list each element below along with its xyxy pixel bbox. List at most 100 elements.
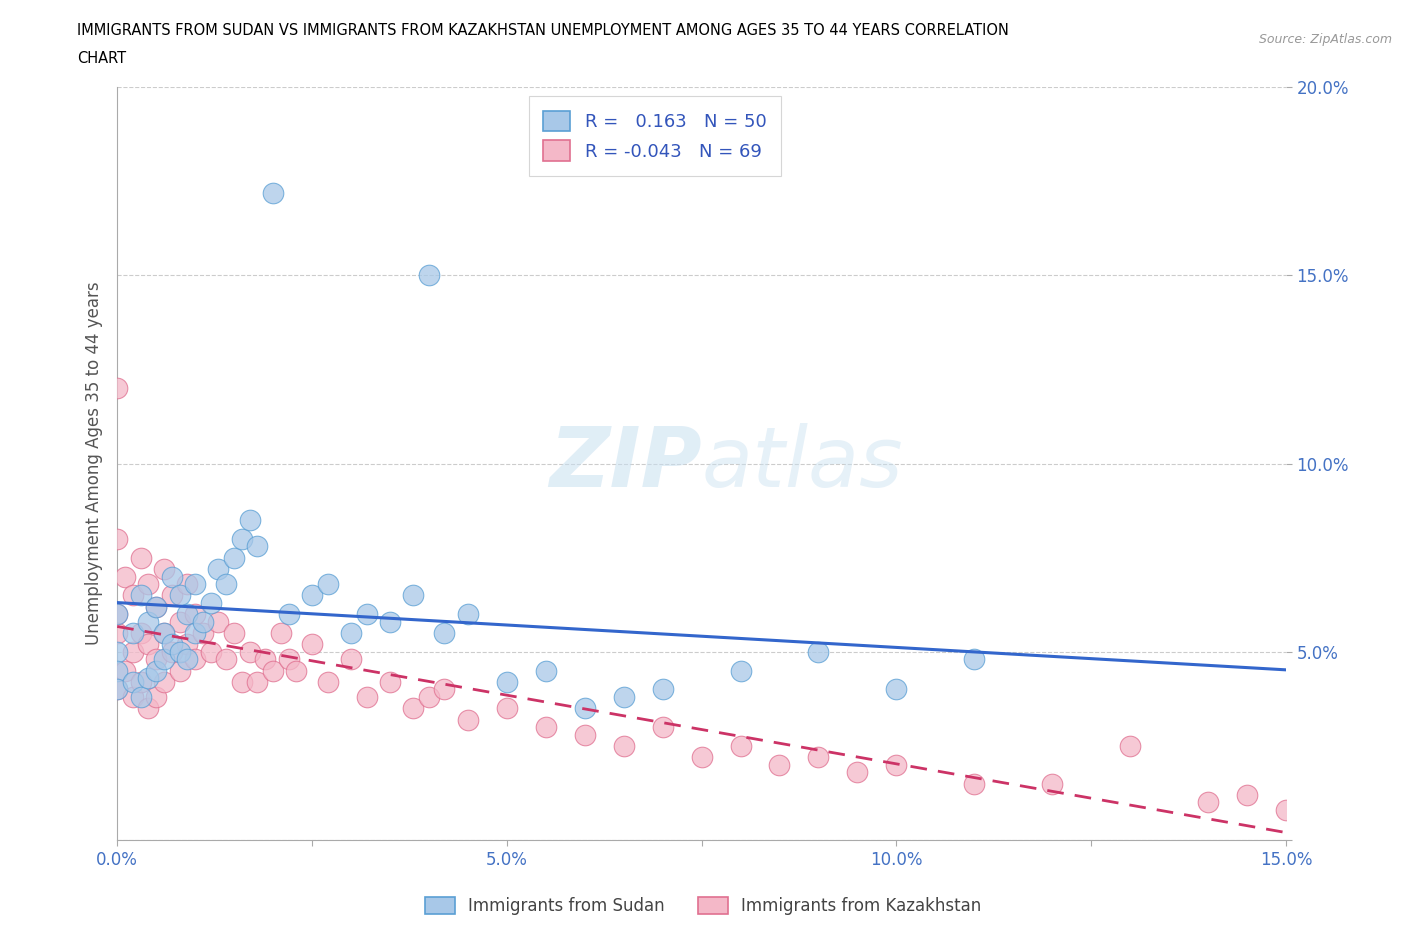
Point — [534, 720, 557, 735]
Point — [105, 606, 128, 621]
Point — [1275, 803, 1298, 817]
Point — [768, 757, 790, 772]
Point — [191, 615, 214, 630]
Point — [200, 595, 222, 610]
Point — [340, 626, 363, 641]
Point — [207, 562, 229, 577]
Point — [129, 588, 152, 603]
Point — [184, 652, 207, 667]
Point — [807, 644, 830, 659]
Point — [105, 531, 128, 546]
Point — [231, 674, 253, 689]
Point — [105, 682, 128, 697]
Point — [222, 626, 245, 641]
Point — [138, 577, 160, 591]
Point — [495, 674, 517, 689]
Point — [191, 626, 214, 641]
Point — [215, 652, 238, 667]
Point — [254, 652, 277, 667]
Point — [613, 738, 636, 753]
Text: Source: ZipAtlas.com: Source: ZipAtlas.com — [1258, 33, 1392, 46]
Point — [402, 588, 425, 603]
Point — [356, 606, 378, 621]
Text: atlas: atlas — [702, 423, 903, 504]
Point — [690, 750, 713, 764]
Point — [138, 671, 160, 685]
Point — [285, 663, 308, 678]
Point — [301, 588, 323, 603]
Point — [129, 674, 152, 689]
Point — [222, 551, 245, 565]
Point — [651, 682, 673, 697]
Point — [160, 569, 183, 584]
Point — [418, 689, 440, 704]
Point — [356, 689, 378, 704]
Point — [145, 689, 167, 704]
Point — [153, 652, 176, 667]
Point — [316, 577, 339, 591]
Point — [129, 689, 152, 704]
Point — [574, 727, 596, 742]
Point — [495, 701, 517, 716]
Point — [169, 663, 191, 678]
Point — [730, 663, 752, 678]
Point — [1197, 795, 1219, 810]
Point — [807, 750, 830, 764]
Point — [239, 644, 262, 659]
Point — [105, 381, 128, 396]
Point — [886, 757, 908, 772]
Point — [145, 599, 167, 614]
Point — [215, 577, 238, 591]
Point — [121, 626, 143, 641]
Point — [184, 606, 207, 621]
Point — [160, 588, 183, 603]
Point — [114, 663, 136, 678]
Point — [121, 588, 143, 603]
Point — [534, 663, 557, 678]
Point — [176, 577, 198, 591]
Point — [651, 720, 673, 735]
Text: ZIP: ZIP — [548, 423, 702, 504]
Point — [340, 652, 363, 667]
Point — [138, 615, 160, 630]
Point — [138, 637, 160, 652]
Point — [176, 637, 198, 652]
Point — [457, 712, 479, 727]
Point — [207, 615, 229, 630]
Point — [886, 682, 908, 697]
Point — [231, 531, 253, 546]
Point — [105, 626, 128, 641]
Point — [176, 606, 198, 621]
Point — [262, 663, 284, 678]
Point — [153, 626, 176, 641]
Point — [105, 682, 128, 697]
Point — [145, 663, 167, 678]
Point — [239, 512, 262, 527]
Point — [1236, 788, 1258, 803]
Point — [963, 652, 986, 667]
Point — [105, 606, 128, 621]
Point — [301, 637, 323, 652]
Point — [153, 674, 176, 689]
Text: CHART: CHART — [77, 51, 127, 66]
Point — [184, 577, 207, 591]
Point — [378, 615, 401, 630]
Point — [846, 764, 869, 779]
Point — [129, 626, 152, 641]
Point — [105, 644, 128, 659]
Point — [418, 268, 440, 283]
Point — [153, 626, 176, 641]
Point — [730, 738, 752, 753]
Point — [169, 588, 191, 603]
Point — [613, 689, 636, 704]
Point — [160, 644, 183, 659]
Point — [138, 701, 160, 716]
Point — [153, 562, 176, 577]
Point — [457, 606, 479, 621]
Point — [121, 674, 143, 689]
Point — [200, 644, 222, 659]
Point — [378, 674, 401, 689]
Point — [169, 644, 191, 659]
Point — [574, 701, 596, 716]
Point — [160, 637, 183, 652]
